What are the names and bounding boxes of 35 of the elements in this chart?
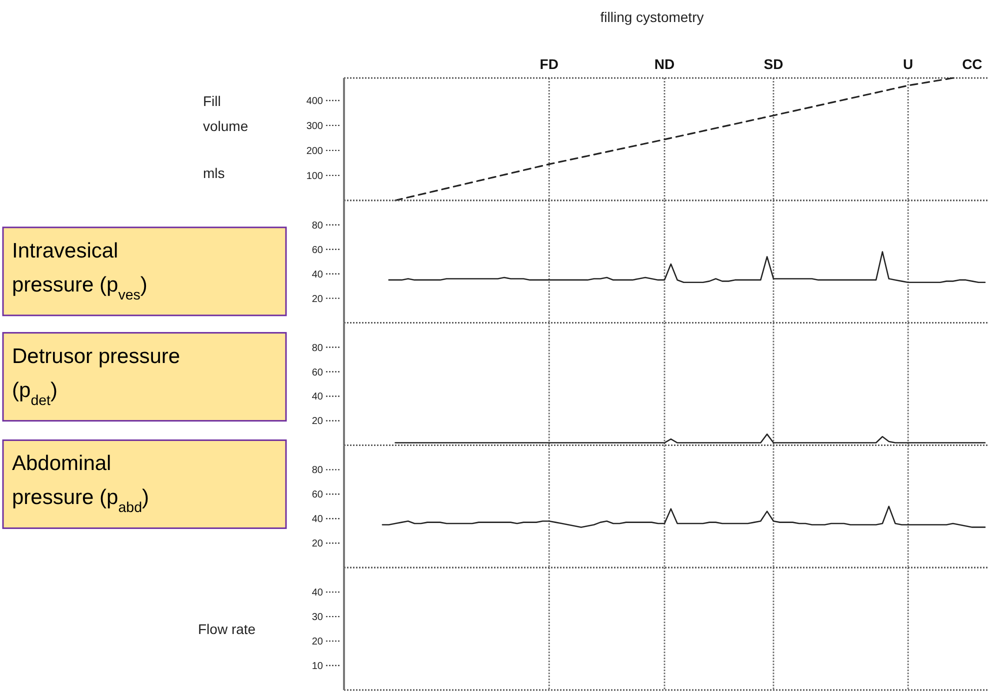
x-tick-label: ND (654, 56, 675, 72)
y-tick-label: 400 (306, 96, 324, 107)
y-tick-label: 60 (312, 244, 324, 256)
y-tick-label: 40 (312, 514, 324, 526)
y-tick-label: 80 (312, 342, 324, 354)
y-tick-label: 60 (312, 367, 324, 378)
x-tick-label: FD (540, 56, 558, 72)
line-series (394, 434, 986, 444)
chart-title: filling cystometry (600, 9, 704, 25)
y-tick-label: 80 (312, 220, 324, 232)
y-tick-label: 40 (312, 588, 324, 599)
y-axis-title: Flow rate (198, 620, 256, 637)
y-tick-label: 20 (312, 416, 324, 428)
y-tick-label: 20 (312, 538, 324, 550)
y-tick-label: 60 (312, 490, 324, 501)
y-tick-label: 80 (312, 465, 324, 476)
y-tick-label: 20 (312, 294, 324, 305)
y-axis-title: Detrusor pressure (p$_{det}$) (12, 344, 180, 409)
line-series (394, 77, 954, 202)
y-tick-label: 20 (312, 636, 324, 648)
y-tick-label: 200 (306, 146, 324, 157)
y-tick-label: 10 (312, 661, 324, 672)
y-tick-label: 300 (306, 120, 324, 132)
y-tick-label: 100 (306, 170, 324, 182)
y-tick-label: 40 (312, 269, 324, 280)
x-tick-label: SD (764, 56, 784, 72)
line-series (388, 251, 986, 284)
x-tick-label: U (903, 56, 914, 72)
y-axis-title: Abdominal pressure (p$_{abd}$) (12, 452, 150, 516)
y-tick-label: 40 (312, 392, 324, 403)
y-tick-label: 30 (312, 612, 324, 624)
x-tick-label: CC (962, 56, 982, 72)
text: Fill volume mls (203, 93, 248, 181)
line-series (382, 506, 986, 528)
y-axis-title: Intravesical pressure (p$_{ves}$) (12, 239, 148, 304)
